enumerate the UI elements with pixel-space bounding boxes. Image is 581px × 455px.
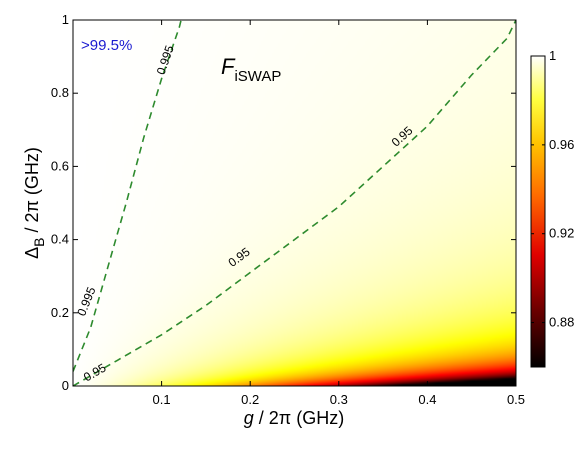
fidelity-annotation: >99.5% — [81, 37, 132, 54]
y-axis-label: ΔB / 2π (GHz) — [22, 147, 47, 259]
contour-0_95 — [73, 20, 516, 386]
contour-0_995 — [73, 20, 182, 372]
x-axis-label-g: g — [244, 408, 254, 428]
y-tick-label: 0.2 — [51, 305, 69, 320]
x-tick-label: 0.5 — [507, 392, 525, 407]
heatmap-image — [73, 20, 516, 386]
y-axis: 0 0.2 0.4 0.6 0.8 1 — [51, 12, 516, 393]
x-tick-label: 0.2 — [241, 392, 259, 407]
colorbar — [531, 56, 545, 367]
x-axis-label: g / 2π (GHz) — [244, 408, 344, 428]
y-tick-label: 1 — [62, 12, 69, 27]
colorbar-tick-label: 0.96 — [549, 137, 574, 152]
y-axis-label-rest: / 2π (GHz) — [22, 147, 42, 237]
x-tick-label: 0.3 — [330, 392, 348, 407]
x-tick-label: 0.1 — [153, 392, 171, 407]
plot-frame — [72, 19, 517, 387]
y-tick-label: 0.6 — [51, 158, 69, 173]
y-tick-label: 0 — [62, 378, 69, 393]
y-axis-label-delta: Δ — [22, 247, 42, 259]
contour-lines — [73, 20, 516, 386]
colorbar-ticks: 0.88 0.92 0.96 1 — [531, 48, 574, 330]
x-axis: 0.1 0.2 0.3 0.4 0.5 — [153, 20, 525, 407]
colorbar-tick-label: 0.88 — [549, 315, 574, 330]
colorbar-frame — [530, 55, 546, 368]
y-tick-label: 0.8 — [51, 85, 69, 100]
y-tick-label: 0.4 — [51, 232, 69, 247]
x-axis-label-rest: / 2π (GHz) — [254, 408, 344, 428]
svg-text:ΔB / 2π (GHz): ΔB / 2π (GHz) — [22, 147, 47, 259]
colorbar-tick-label: 1 — [549, 48, 556, 63]
y-axis-label-sub: B — [31, 238, 47, 247]
x-tick-label: 0.4 — [418, 392, 436, 407]
chart-title: FiSWAP — [221, 54, 281, 85]
colorbar-tick-label: 0.92 — [549, 226, 574, 241]
